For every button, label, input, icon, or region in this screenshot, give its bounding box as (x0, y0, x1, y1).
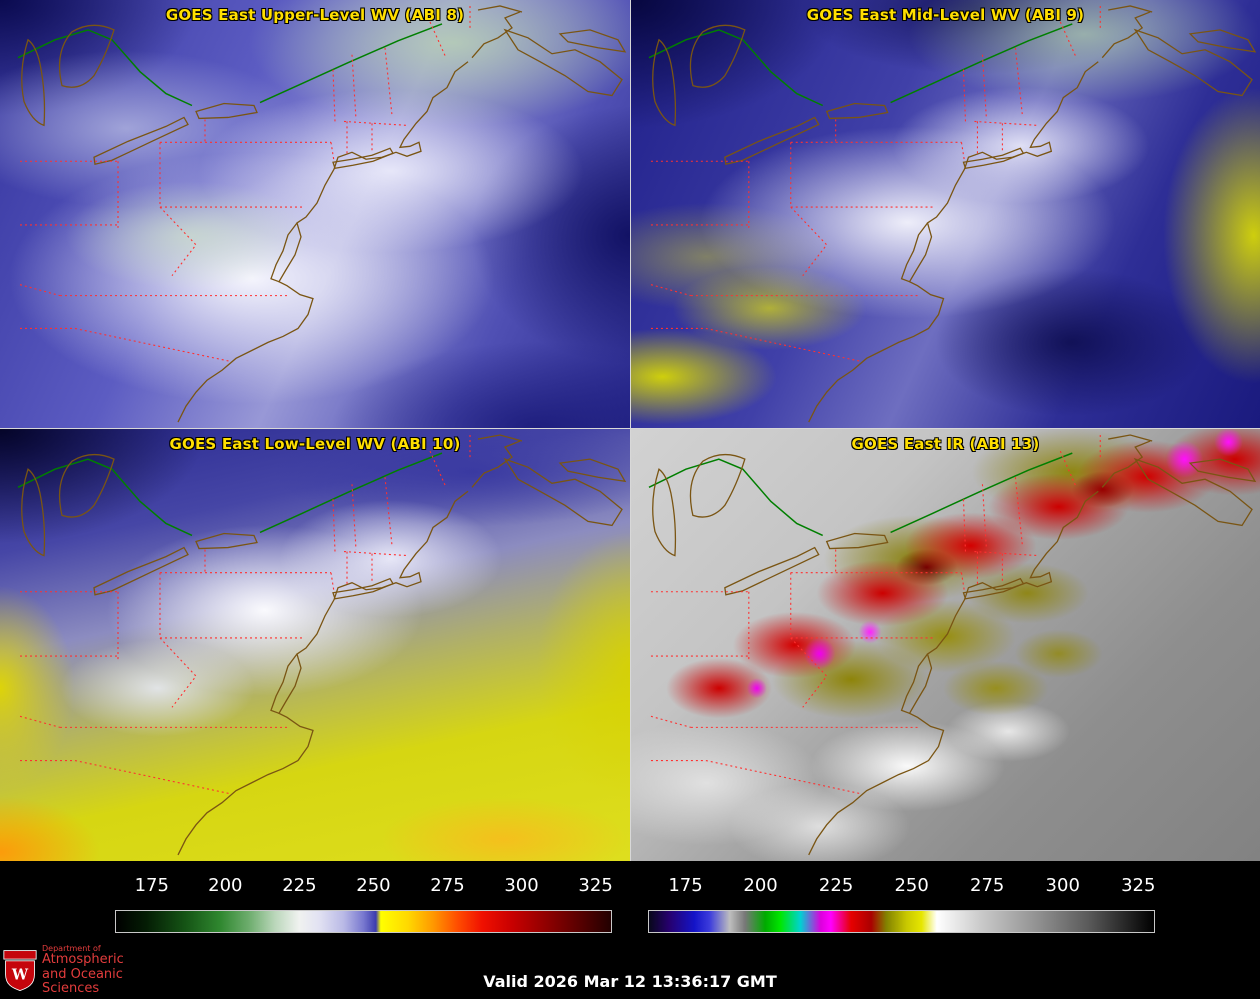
valid-time-label: Valid 2026 Mar 12 13:36:17 GMT (483, 972, 777, 991)
legend-area: 175 200 225 250 275 300 325 175 200 225 … (0, 861, 1260, 941)
panel-mid-level-wv: GOES East Mid-Level WV (ABI 9) (631, 0, 1260, 428)
tick-label: 275 (969, 875, 1005, 896)
map-overlay (648, 5, 1256, 423)
map-overlay (17, 434, 626, 856)
satellite-imagery-low-level-wv (0, 429, 630, 861)
panel-low-level-wv: GOES East Low-Level WV (ABI 10) (0, 429, 630, 861)
uw-crest-icon: W (3, 949, 37, 991)
infrared-colorbar-block: 175 200 225 250 275 300 325 (648, 869, 1155, 933)
map-overlay (648, 434, 1256, 856)
water-vapor-colorbar-block: 175 200 225 250 275 300 325 (115, 869, 613, 933)
panel-title-upper-wv: GOES East Upper-Level WV (ABI 8) (165, 6, 465, 24)
panel-title-low-wv: GOES East Low-Level WV (ABI 10) (169, 435, 461, 453)
infrared-colorbar (648, 910, 1155, 933)
panel-infrared: GOES East IR (ABI 13) (631, 429, 1260, 861)
satellite-imagery-upper-level-wv (0, 0, 630, 428)
logo-line-1: Department of (42, 943, 101, 953)
infrared-colorbar-ticks: 175 200 225 250 275 300 325 (648, 869, 1155, 895)
panel-title-infrared: GOES East IR (ABI 13) (851, 435, 1040, 453)
tick-label: 200 (208, 875, 243, 896)
tick-label: 275 (430, 875, 465, 896)
tick-label: 250 (894, 875, 929, 896)
water-vapor-colorbar-ticks: 175 200 225 250 275 300 325 (115, 869, 613, 896)
logo-line-2: Atmospheric (42, 952, 124, 968)
tick-label: 300 (1045, 875, 1080, 896)
tick-label: 250 (356, 875, 391, 896)
tick-label: 300 (504, 875, 539, 896)
department-logo-text: Department of Atmospheric and Oceanic Sc… (42, 943, 168, 997)
tick-label: 325 (1121, 875, 1156, 896)
panels-grid: GOES East Upper-Level WV (ABI 8) GOES Ea… (0, 0, 1260, 861)
map-overlay (17, 5, 626, 423)
satellite-imagery-infrared (631, 429, 1260, 861)
department-logo: W Department of Atmospheric and Oceanic … (0, 942, 168, 999)
tick-label: 225 (818, 875, 854, 896)
logo-line-3: and Oceanic Sciences (42, 966, 123, 997)
crest-letter: W (11, 966, 29, 983)
tick-label: 175 (668, 875, 703, 896)
tick-label: 200 (743, 875, 778, 896)
tick-label: 175 (134, 875, 169, 896)
panel-title-mid-wv: GOES East Mid-Level WV (ABI 9) (806, 6, 1085, 24)
panel-upper-level-wv: GOES East Upper-Level WV (ABI 8) (0, 0, 630, 428)
water-vapor-colorbar (115, 910, 612, 933)
satellite-imagery-mid-level-wv (631, 0, 1260, 428)
tick-label: 225 (282, 875, 317, 896)
tick-label: 325 (578, 875, 613, 896)
